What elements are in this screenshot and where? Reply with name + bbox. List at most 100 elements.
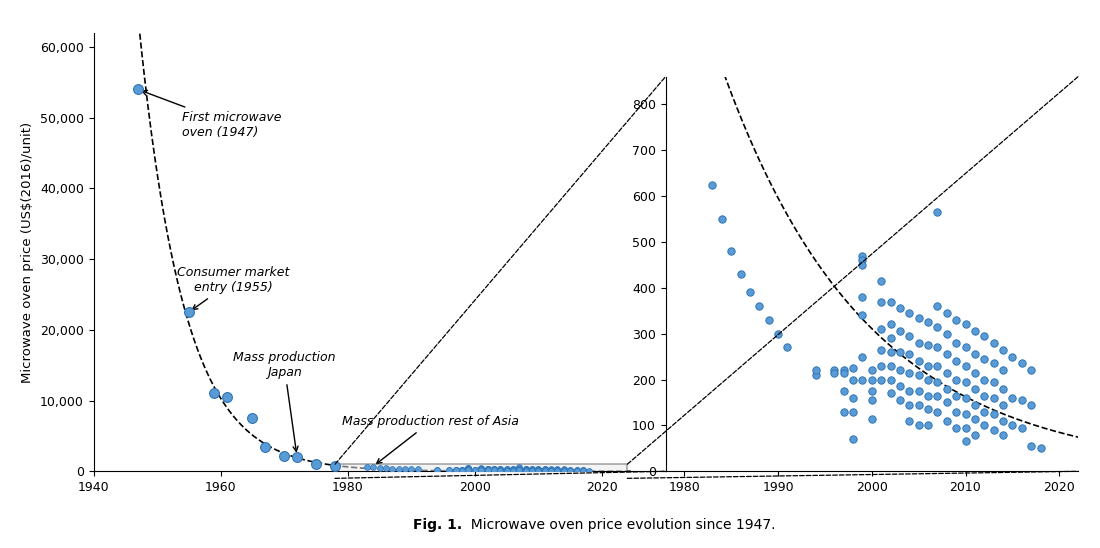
Point: [947, 407, 965, 416]
Point: [498, 466, 516, 475]
Point: [529, 465, 547, 474]
Text: Fig. 1.: Fig. 1.: [412, 517, 462, 532]
Point: [556, 466, 573, 475]
Point: [206, 389, 223, 398]
Point: [428, 465, 446, 474]
Point: [498, 466, 516, 475]
Point: [524, 466, 541, 475]
Y-axis label: Microwave oven price (US$(2016)/unit): Microwave oven price (US$(2016)/unit): [21, 122, 34, 383]
Point: [901, 309, 918, 317]
Point: [920, 361, 937, 370]
Point: [928, 407, 946, 416]
Point: [994, 430, 1012, 439]
Point: [504, 465, 521, 474]
Point: [901, 332, 918, 340]
Point: [1003, 421, 1021, 430]
Point: [529, 466, 547, 475]
Point: [891, 347, 909, 356]
Point: [364, 463, 382, 472]
Point: [723, 247, 740, 255]
Point: [478, 465, 496, 474]
Point: [994, 401, 1012, 409]
Point: [994, 366, 1012, 375]
Point: [835, 366, 852, 375]
Point: [938, 398, 956, 407]
Point: [568, 465, 585, 474]
Point: [1022, 401, 1040, 409]
Point: [984, 426, 1002, 435]
Point: [447, 465, 464, 474]
Point: [529, 466, 547, 475]
Point: [529, 466, 547, 475]
Point: [882, 334, 900, 342]
Point: [854, 260, 871, 269]
Point: [1032, 444, 1049, 453]
Point: [536, 465, 553, 473]
Point: [485, 466, 503, 475]
Point: [976, 355, 993, 363]
Point: [510, 465, 528, 474]
Text: Mass production
Japan: Mass production Japan: [233, 351, 336, 452]
Point: [966, 384, 983, 393]
Point: [862, 375, 880, 384]
Point: [854, 252, 871, 260]
Point: [466, 466, 484, 475]
Point: [581, 466, 598, 475]
Point: [938, 384, 956, 393]
Point: [549, 465, 566, 474]
Point: [524, 465, 541, 474]
Point: [901, 416, 918, 425]
Point: [835, 407, 852, 416]
Point: [485, 465, 503, 473]
Point: [510, 465, 528, 474]
Point: [713, 215, 730, 224]
Point: [561, 465, 579, 474]
Point: [498, 466, 516, 475]
Point: [882, 297, 900, 306]
Point: [542, 466, 560, 475]
Point: [957, 343, 975, 352]
Point: [542, 465, 560, 474]
Point: [453, 466, 471, 475]
Point: [854, 293, 871, 301]
Point: [976, 332, 993, 340]
Point: [806, 370, 824, 379]
Point: [510, 466, 528, 475]
Point: [478, 464, 496, 473]
Text: Consumer market
entry (1955): Consumer market entry (1955): [177, 266, 289, 310]
Point: [854, 311, 871, 319]
Point: [901, 350, 918, 359]
Point: [957, 437, 975, 446]
Point: [504, 466, 521, 475]
Point: [928, 378, 946, 386]
Point: [492, 466, 509, 475]
Point: [460, 464, 477, 473]
Point: [453, 465, 471, 474]
Point: [891, 382, 909, 391]
Point: [901, 368, 918, 377]
Point: [485, 465, 503, 474]
Point: [517, 466, 535, 475]
Point: [510, 466, 528, 475]
Point: [542, 466, 560, 475]
Point: [549, 465, 566, 474]
Point: [769, 329, 786, 338]
Point: [517, 466, 535, 475]
Point: [910, 421, 927, 430]
Point: [1013, 396, 1031, 404]
Point: [472, 465, 490, 474]
Point: [947, 357, 965, 366]
Point: [872, 324, 890, 333]
Point: [1022, 366, 1040, 375]
Point: [976, 391, 993, 400]
Point: [384, 464, 402, 473]
Point: [732, 270, 749, 278]
Point: [409, 465, 427, 474]
Point: [825, 368, 843, 377]
Point: [1013, 423, 1031, 432]
Point: [891, 304, 909, 313]
Point: [872, 345, 890, 354]
Point: [976, 421, 993, 430]
Point: [524, 465, 541, 473]
Point: [1003, 352, 1021, 361]
